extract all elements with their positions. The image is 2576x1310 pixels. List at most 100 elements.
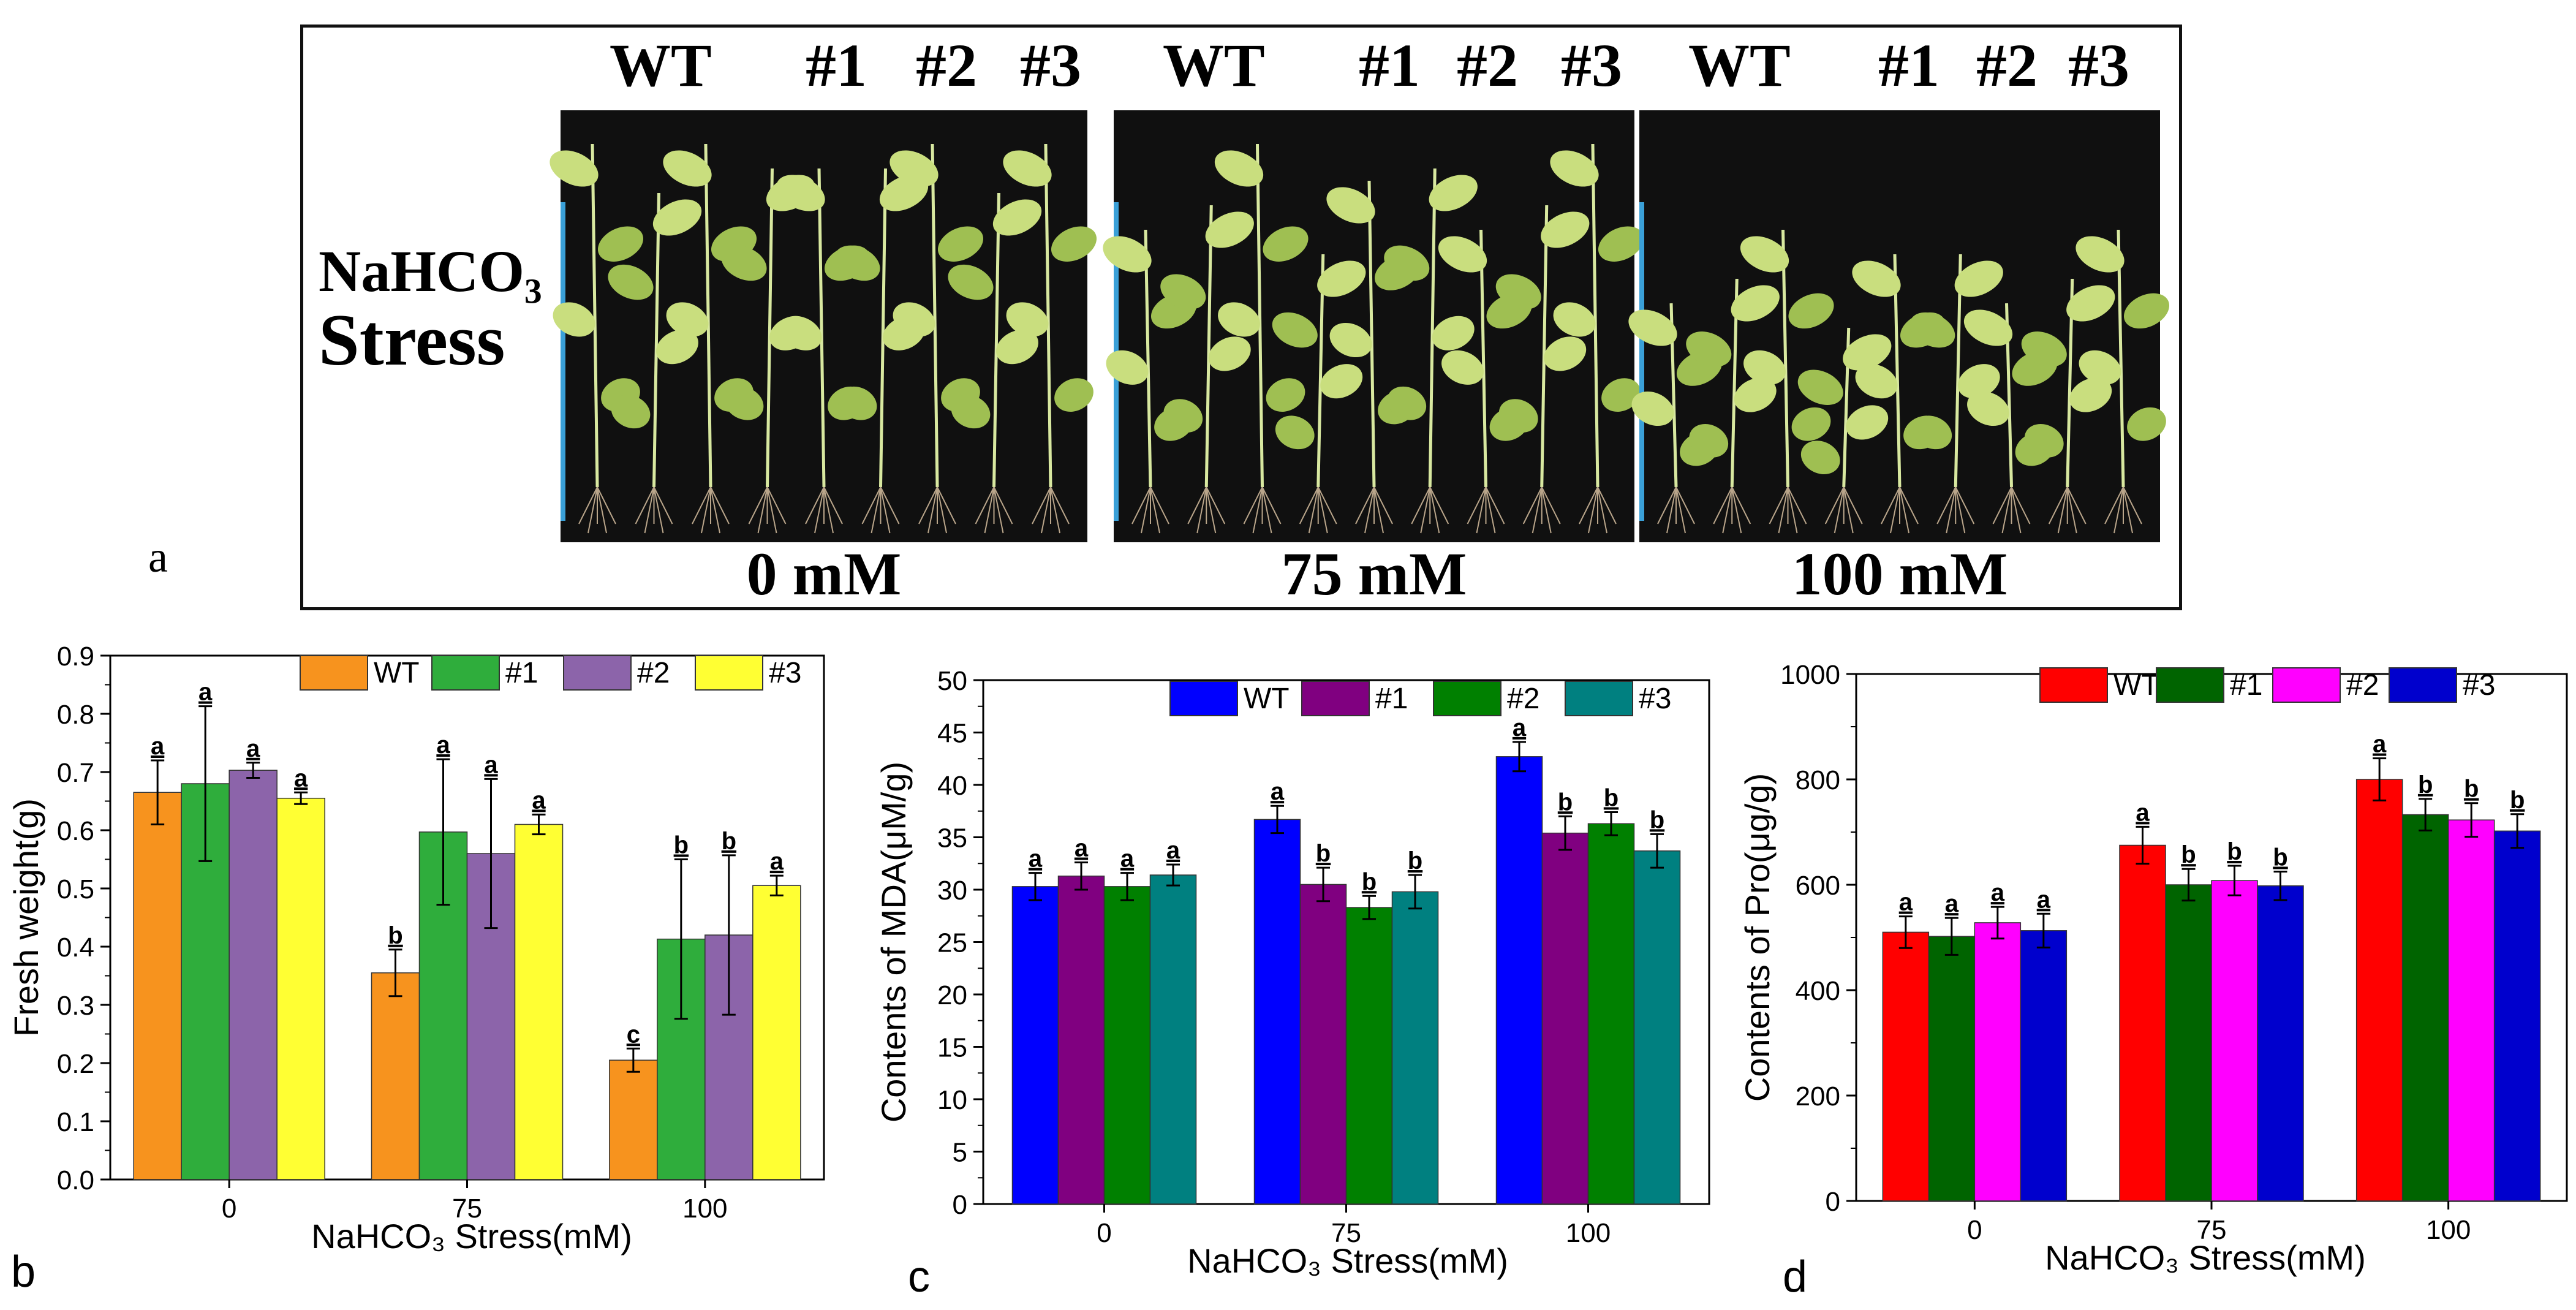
plant-leaf xyxy=(1051,226,1097,262)
plant-leaf xyxy=(1598,226,1644,262)
panel-letter-c: c xyxy=(908,1252,930,1301)
bar-WT-0 xyxy=(133,792,182,1180)
x-tick-label: 0 xyxy=(1097,1218,1111,1248)
plant-leaf xyxy=(1320,364,1363,399)
plant-root xyxy=(1429,487,1440,534)
significance-letter: b xyxy=(2273,844,2287,871)
plant-root xyxy=(1373,487,1384,534)
bar-line1-75 xyxy=(2165,884,2212,1202)
plant-root xyxy=(1899,487,1909,534)
plant-root xyxy=(1541,487,1561,524)
x-tick-label: 0 xyxy=(1967,1215,1982,1245)
plant-leaf xyxy=(1006,302,1049,337)
plant-root xyxy=(1675,487,1686,534)
plant-stem xyxy=(1144,229,1152,488)
plant-root xyxy=(937,487,947,534)
plant-root xyxy=(1141,487,1151,534)
plant-root xyxy=(1731,487,1751,524)
plant-root xyxy=(2048,487,2068,524)
plant-root xyxy=(1317,487,1328,534)
y-tick-label: 50 xyxy=(937,666,967,696)
significance-letter: a xyxy=(1166,837,1180,864)
legend-swatch-line3 xyxy=(1565,681,1633,716)
y-tick-label: 0.1 xyxy=(57,1107,94,1137)
plant-leaf xyxy=(1054,378,1093,412)
plant-leaf xyxy=(724,386,764,420)
plant-root xyxy=(2066,487,2087,524)
plant-root xyxy=(1041,487,1051,534)
plant-leaf xyxy=(1954,260,2003,297)
plant-root xyxy=(1206,487,1217,534)
plant-root xyxy=(1206,487,1226,524)
plant-stem xyxy=(766,168,774,488)
plant-root xyxy=(823,487,834,534)
plant-leaf xyxy=(1387,386,1427,420)
plant-root xyxy=(2123,487,2142,524)
y-tick-label: 0.3 xyxy=(57,991,94,1021)
plant-root xyxy=(880,487,891,534)
plant-root xyxy=(871,487,882,534)
plant-leaf xyxy=(893,302,935,337)
plant-leaf xyxy=(1384,245,1430,281)
legend-swatch-line2 xyxy=(2272,667,2341,703)
plant-leaf xyxy=(1214,150,1264,187)
plant-leaf xyxy=(597,226,644,262)
y-tick-label: 30 xyxy=(937,876,967,906)
legend-swatch-line1 xyxy=(431,655,500,691)
legend-label: #2 xyxy=(2346,669,2379,702)
y-tick-label: 800 xyxy=(1796,765,1840,795)
plant-root xyxy=(1722,487,1733,534)
significance-letter: a xyxy=(151,733,165,760)
bar-line1-0 xyxy=(1928,936,1976,1202)
plant-stem xyxy=(704,143,712,488)
plant-root xyxy=(2123,487,2133,534)
plant-leaf xyxy=(776,175,825,211)
y-tick-label: 0.4 xyxy=(57,933,94,963)
plant-leaf xyxy=(1106,350,1149,385)
photo-panel-frame: NaHCO₃ Stress WT #1 #2 #3 0 mM WT #1 #2 #3 75 mM W… xyxy=(300,25,2182,610)
plant-stem xyxy=(591,143,599,488)
plant-leaf xyxy=(1103,236,1152,273)
plant-root xyxy=(1955,487,1966,534)
plant-stem xyxy=(992,192,1000,488)
y-tick-label: 20 xyxy=(937,980,967,1010)
plant-stem xyxy=(1591,143,1600,488)
legend-swatch-line3 xyxy=(2389,667,2457,703)
plant-leaf xyxy=(611,395,651,429)
bar-WT-75 xyxy=(371,972,420,1180)
bar-line3-100 xyxy=(1633,850,1681,1205)
significance-letter: b xyxy=(2418,771,2433,798)
plant-leaf xyxy=(1628,309,1677,346)
plant-root xyxy=(766,487,777,534)
plant-leaf xyxy=(1686,331,1732,367)
plant-root xyxy=(1252,487,1263,534)
plant-leaf xyxy=(837,386,877,420)
plant-leaf xyxy=(1218,302,1260,337)
plant-root xyxy=(993,487,1004,534)
bar-line1-100 xyxy=(2401,814,2449,1202)
plant-leaf xyxy=(2127,407,2166,441)
bar-line3-75 xyxy=(514,823,564,1180)
plant-leaf xyxy=(2069,377,2112,412)
plant-root xyxy=(597,487,616,524)
plant-leaf xyxy=(666,302,709,337)
plant-leaf xyxy=(1329,322,1372,358)
plant-root xyxy=(1666,487,1677,534)
y-tick-label: 40 xyxy=(937,771,967,801)
plant-leaf xyxy=(2079,350,2121,385)
plant-root xyxy=(2066,487,2077,534)
bar-line3-75 xyxy=(1391,891,1439,1205)
plant-stem xyxy=(931,143,939,488)
genotype-header: WT xyxy=(1163,31,1265,99)
legend-swatch-WT xyxy=(1169,681,1238,716)
bar-line1-0 xyxy=(1057,876,1105,1205)
plant-root xyxy=(1187,487,1207,524)
significance-letter: b xyxy=(2227,838,2242,865)
plant-leaf xyxy=(1541,211,1590,248)
plant-root xyxy=(1843,487,1854,534)
bar-line2-75 xyxy=(1345,907,1393,1205)
plant-root xyxy=(1881,487,1900,524)
plant-leaf xyxy=(1791,407,1831,441)
